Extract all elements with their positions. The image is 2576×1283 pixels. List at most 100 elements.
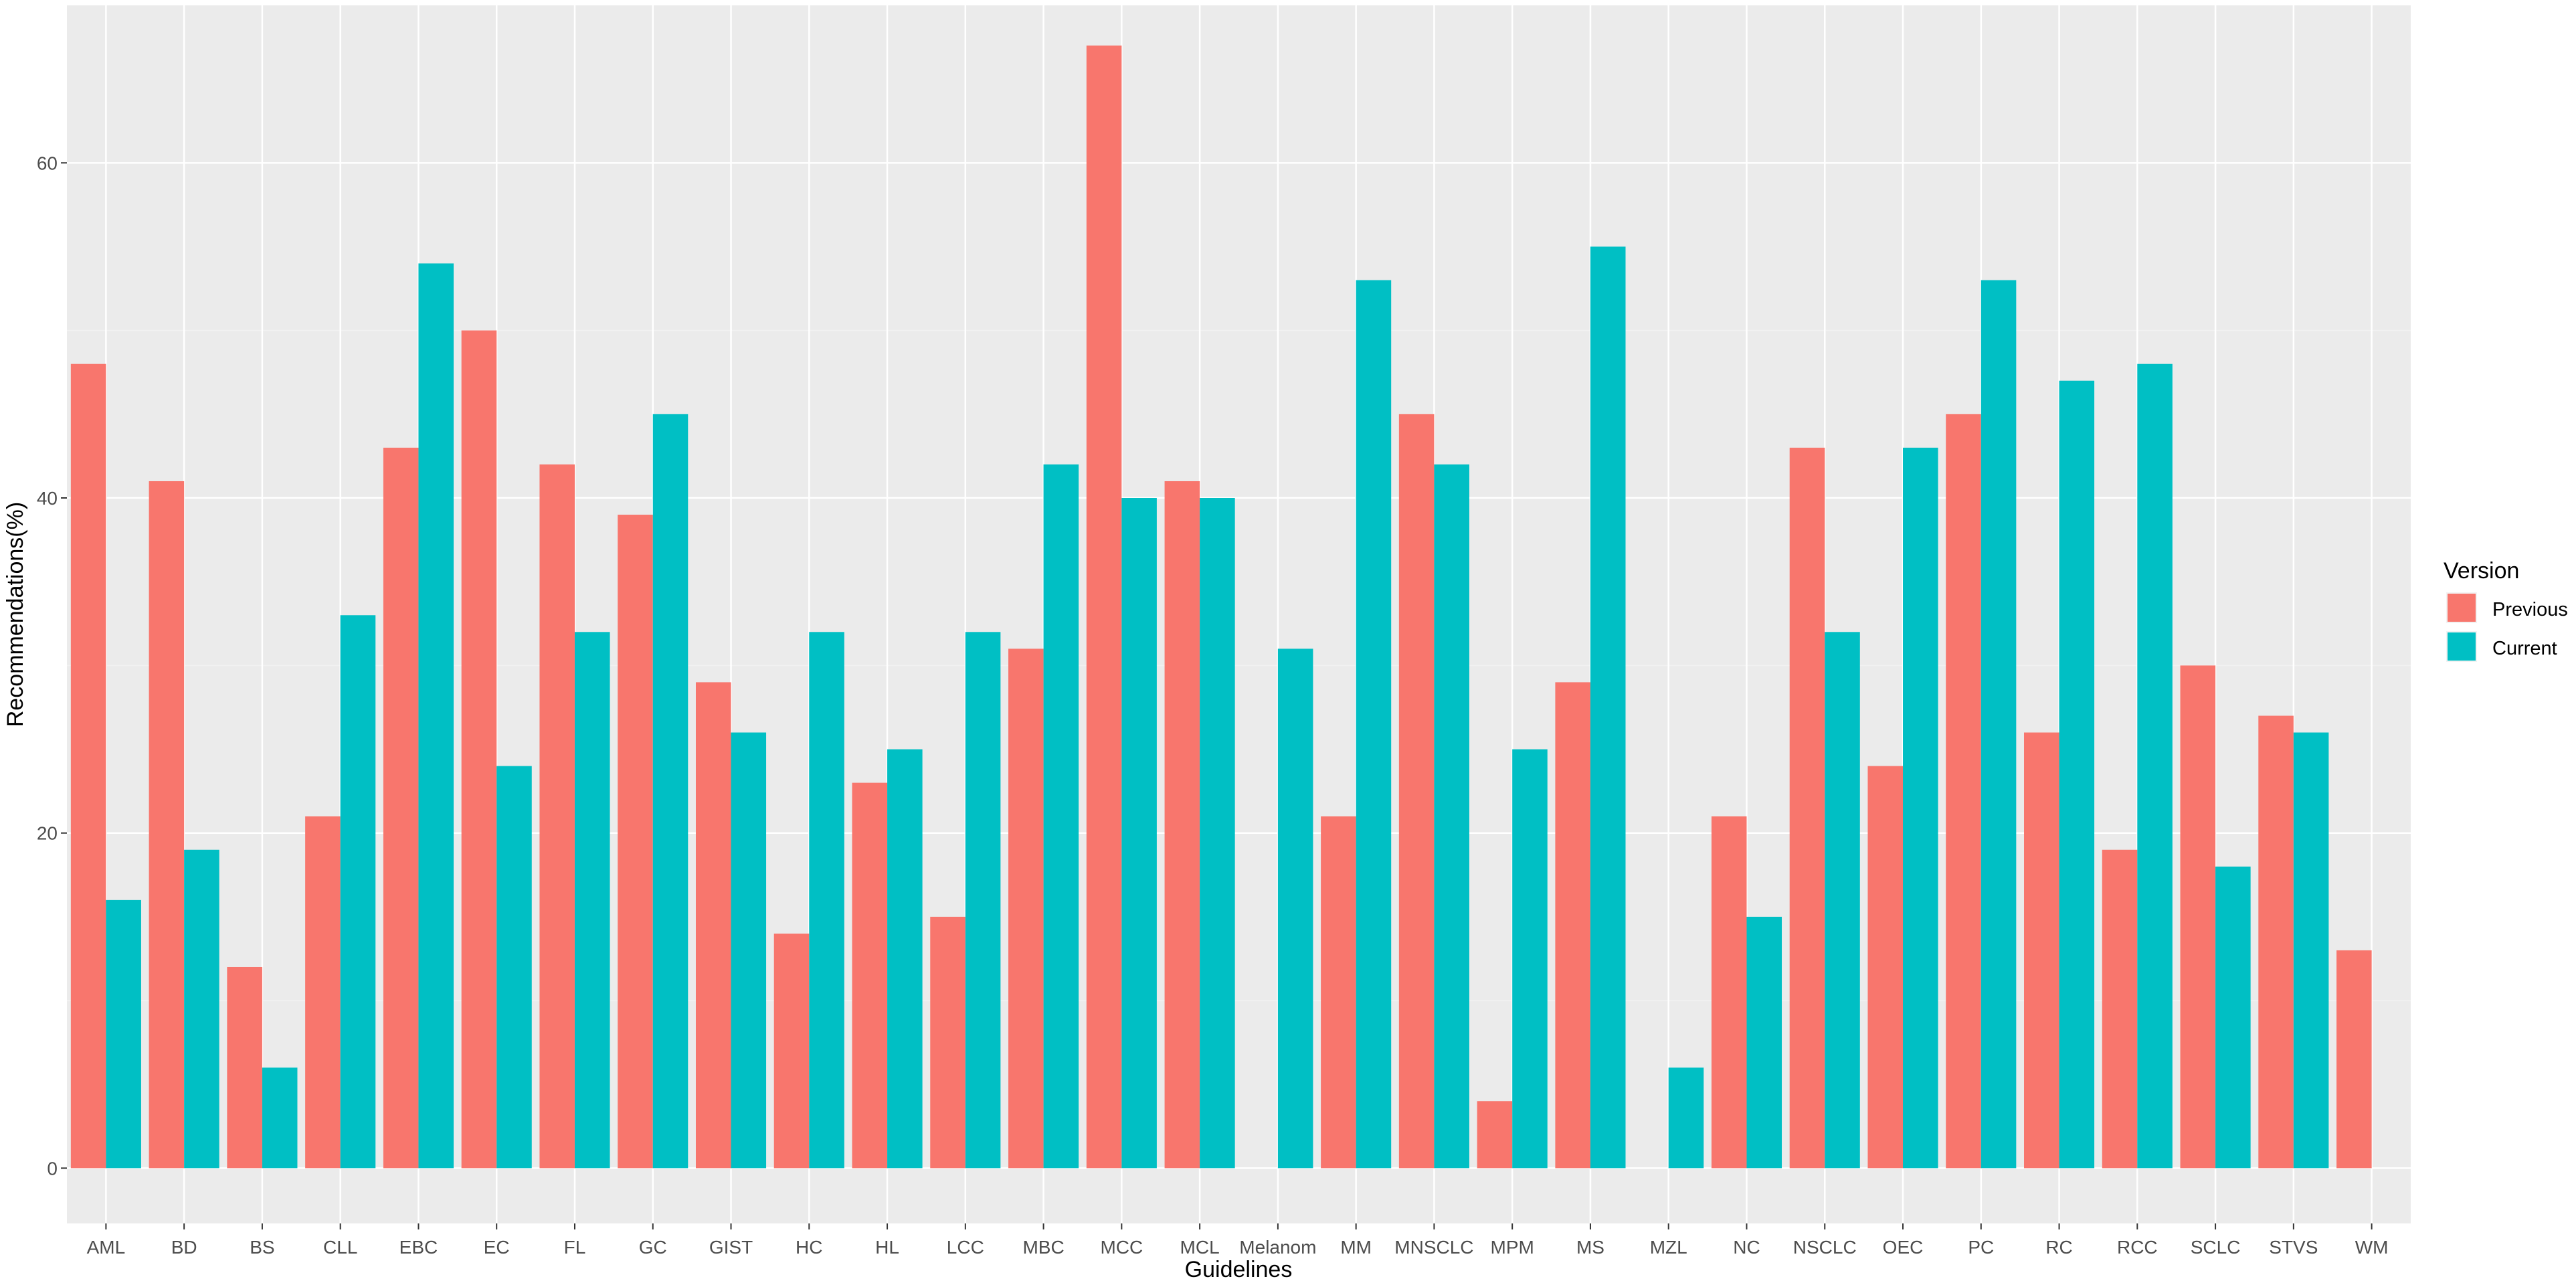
x-tick-label: GC	[639, 1237, 667, 1258]
bar-previous-hl	[852, 782, 888, 1169]
bar-current-hl	[887, 749, 923, 1169]
x-tick-label: MZL	[1650, 1237, 1687, 1258]
bar-previous-bs	[227, 966, 262, 1169]
x-tick-label: HL	[875, 1237, 899, 1258]
legend-title: Version	[2444, 558, 2519, 584]
legend-label-current: Current	[2492, 638, 2557, 659]
bar-current-pc	[1981, 280, 2017, 1169]
minor-gridlines	[67, 329, 2411, 1001]
bar-previous-ms	[1555, 682, 1590, 1169]
y-axis-title: Recommendations(%)	[3, 502, 28, 727]
y-tick-label: 60	[37, 153, 58, 173]
x-tick-label: CLL	[323, 1237, 357, 1258]
x-tick-label: HC	[796, 1237, 822, 1258]
x-tick-label: STVS	[2269, 1237, 2318, 1258]
bar-previous-mpm	[1477, 1101, 1513, 1169]
bar-current-rcc	[2137, 363, 2173, 1169]
x-tick-label: BS	[250, 1237, 274, 1258]
bar-previous-aml	[70, 363, 106, 1169]
bar-current-gc	[652, 414, 688, 1169]
bar-previous-cll	[305, 816, 341, 1169]
x-tick-label: MCL	[1180, 1237, 1220, 1258]
bar-previous-wm	[2336, 950, 2372, 1169]
bar-current-cll	[340, 615, 376, 1169]
bar-current-hc	[809, 632, 844, 1169]
x-tick-label: MCC	[1100, 1237, 1143, 1258]
plot-panel	[67, 5, 2411, 1223]
x-tick-label: RCC	[2117, 1237, 2158, 1258]
bar-previous-fl	[539, 464, 575, 1169]
bar-current-lcc	[965, 632, 1001, 1169]
bar-previous-rc	[2024, 732, 2059, 1169]
legend: Version Previous Current	[2444, 558, 2568, 662]
x-tick-label: MPM	[1491, 1237, 1534, 1258]
bar-current-rc	[2059, 380, 2095, 1169]
x-tick-label: AML	[87, 1237, 126, 1258]
bar-current-nc	[1746, 916, 1782, 1169]
bar-previous-ec	[461, 330, 497, 1169]
x-tick-label: EC	[484, 1237, 510, 1258]
x-tick-label: NC	[1733, 1237, 1760, 1258]
x-tick-label: NSCLC	[1793, 1237, 1857, 1258]
bar-current-bs	[262, 1067, 298, 1169]
bar-current-mzl	[1668, 1067, 1704, 1169]
bar-previous-bd	[149, 481, 185, 1169]
bar-current-mnsclc	[1434, 464, 1469, 1169]
bar-previous-gc	[618, 515, 653, 1169]
y-axis: 0 20 40 60	[37, 153, 67, 1179]
bar-current-stvs	[2293, 732, 2329, 1169]
bar-previous-rcc	[2102, 849, 2138, 1169]
legend-swatch-previous	[2448, 594, 2476, 622]
y-tick-label: 20	[37, 823, 58, 844]
bar-previous-mm	[1321, 816, 1356, 1169]
legend-label-previous: Previous	[2492, 599, 2568, 620]
x-tick-label: MNSCLC	[1394, 1237, 1473, 1258]
bar-current-oec	[1903, 447, 1938, 1169]
bar-previous-hc	[773, 933, 810, 1169]
x-tick-label: FL	[564, 1237, 586, 1258]
bars	[70, 46, 2372, 1169]
bar-previous-mcc	[1086, 46, 1122, 1169]
bar-current-mcl	[1200, 498, 1235, 1169]
bar-current-mcc	[1121, 498, 1157, 1169]
x-tick-label: EBC	[399, 1237, 438, 1258]
x-tick-label: MS	[1576, 1237, 1604, 1258]
bar-current-ebc	[418, 263, 454, 1169]
x-tick-label: RC	[2045, 1237, 2072, 1258]
bar-previous-ebc	[383, 447, 419, 1169]
x-tick-label: MBC	[1022, 1237, 1064, 1258]
x-tick-label: BD	[171, 1237, 197, 1258]
x-axis-title: Guidelines	[1185, 1257, 1293, 1282]
bar-current-nsclc	[1825, 632, 1860, 1169]
bar-previous-gist	[695, 682, 731, 1169]
bar-current-mm	[1356, 280, 1392, 1169]
bar-current-fl	[574, 632, 610, 1169]
x-tick-label: MM	[1340, 1237, 1372, 1258]
bar-previous-nc	[1711, 816, 1747, 1169]
bar-previous-mbc	[1008, 649, 1044, 1169]
legend-swatch-current	[2448, 632, 2476, 661]
bar-current-aml	[106, 900, 141, 1169]
x-tick-label: PC	[1968, 1237, 1994, 1258]
bar-previous-sclc	[2180, 665, 2216, 1169]
x-tick-label: WM	[2355, 1237, 2389, 1258]
bar-previous-mnsclc	[1398, 414, 1435, 1169]
bar-current-gist	[731, 732, 767, 1169]
bar-current-mpm	[1512, 749, 1548, 1169]
bar-previous-lcc	[930, 916, 965, 1169]
bar-previous-nsclc	[1789, 447, 1825, 1169]
x-tick-label: GIST	[709, 1237, 753, 1258]
bar-current-bd	[184, 849, 219, 1169]
bar-previous-pc	[1946, 414, 1981, 1169]
y-tick-label: 40	[37, 488, 58, 509]
x-tick-label: OEC	[1883, 1237, 1924, 1258]
y-tick-label: 0	[47, 1158, 58, 1179]
bar-current-sclc	[2215, 866, 2251, 1169]
bar-current-melanom	[1277, 649, 1313, 1169]
x-tick-label: LCC	[947, 1237, 984, 1258]
x-axis: AML BD BS CLL EBC EC FL GC GIST HC HL LCC MBC MCC MCL M…	[87, 1223, 2389, 1258]
x-tick-label: SCLC	[2191, 1237, 2241, 1258]
bar-previous-stvs	[2258, 715, 2294, 1169]
bar-previous-oec	[1867, 766, 1904, 1169]
